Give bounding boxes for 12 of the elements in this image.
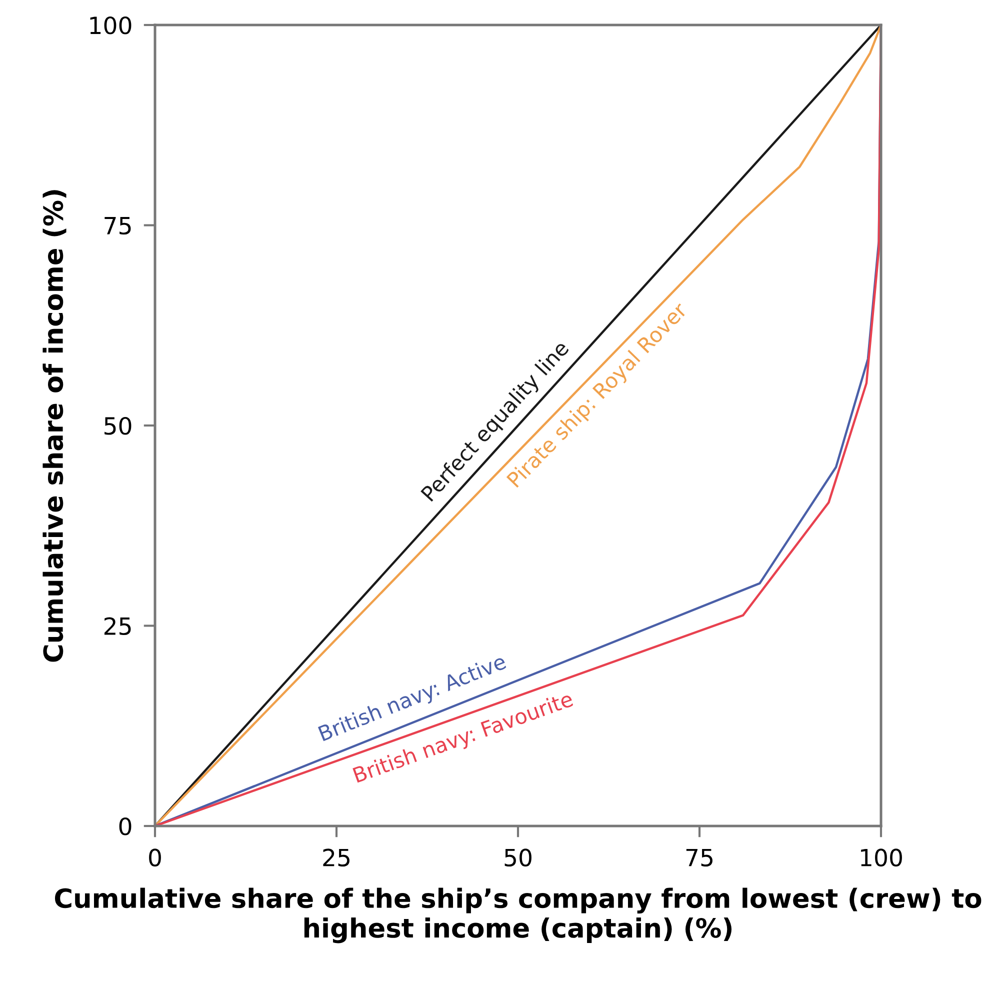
y-tick-label: 50 (104, 416, 132, 435)
x-tick-label: 100 (861, 848, 902, 866)
y-tick-label: 0 (119, 817, 132, 836)
y-tick-label: 75 (104, 217, 131, 235)
x-tick-label: 0 (149, 848, 161, 866)
x-axis-title: Cumulative share of the ship’s company from lowest (crew) to highest income (captain) (%) (54, 888, 982, 944)
x-tick-label: 50 (504, 848, 532, 866)
y-tick-label: 100 (90, 16, 132, 34)
x-tick-label: 75 (686, 848, 712, 866)
x-tick-label: 25 (323, 848, 350, 866)
y-tick-label: 25 (104, 617, 131, 636)
y-axis-title: Cumulative share of income (%) (42, 190, 66, 662)
